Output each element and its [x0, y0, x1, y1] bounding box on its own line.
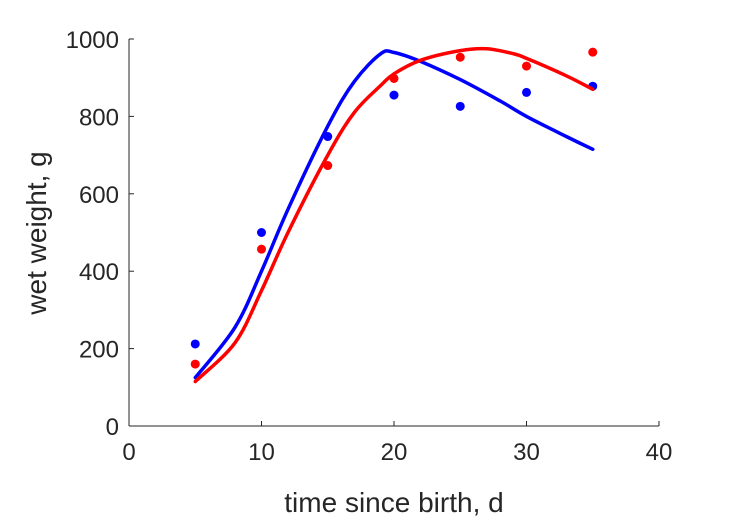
y-axis-label: wet weight, g: [21, 151, 52, 315]
y-tick-label: 800: [79, 104, 119, 131]
x-tick-label: 10: [248, 439, 275, 466]
data-point-series-2: [522, 61, 531, 71]
y-tick-label: 0: [106, 414, 119, 441]
data-point-series-2: [257, 244, 266, 254]
data-point-series-2: [190, 359, 200, 369]
data-point-series-1: [389, 90, 399, 100]
series-layer: [190, 46, 598, 384]
fit-curve-2: [193, 46, 595, 384]
x-axis-label: time since birth, d: [284, 487, 503, 518]
y-tick-label: 600: [79, 182, 119, 209]
data-point-series-2: [588, 47, 598, 57]
data-point-series-2: [455, 52, 465, 62]
data-point-series-1: [190, 339, 200, 349]
x-tick-label: 40: [646, 439, 673, 466]
x-tick-label: 30: [513, 439, 540, 466]
fit-curve-1: [193, 49, 595, 380]
y-tick-label: 200: [79, 337, 119, 364]
x-tick-label: 20: [381, 439, 408, 466]
data-point-series-1: [455, 101, 465, 111]
data-point-series-2: [389, 73, 399, 83]
y-tick-label: 400: [79, 259, 119, 286]
y-tick-label: 1000: [66, 27, 119, 54]
x-tick-label: 0: [122, 439, 135, 466]
data-point-series-1: [323, 132, 333, 142]
data-point-series-1: [522, 87, 531, 97]
data-point-series-1: [257, 228, 266, 237]
data-point-series-2: [323, 161, 333, 171]
